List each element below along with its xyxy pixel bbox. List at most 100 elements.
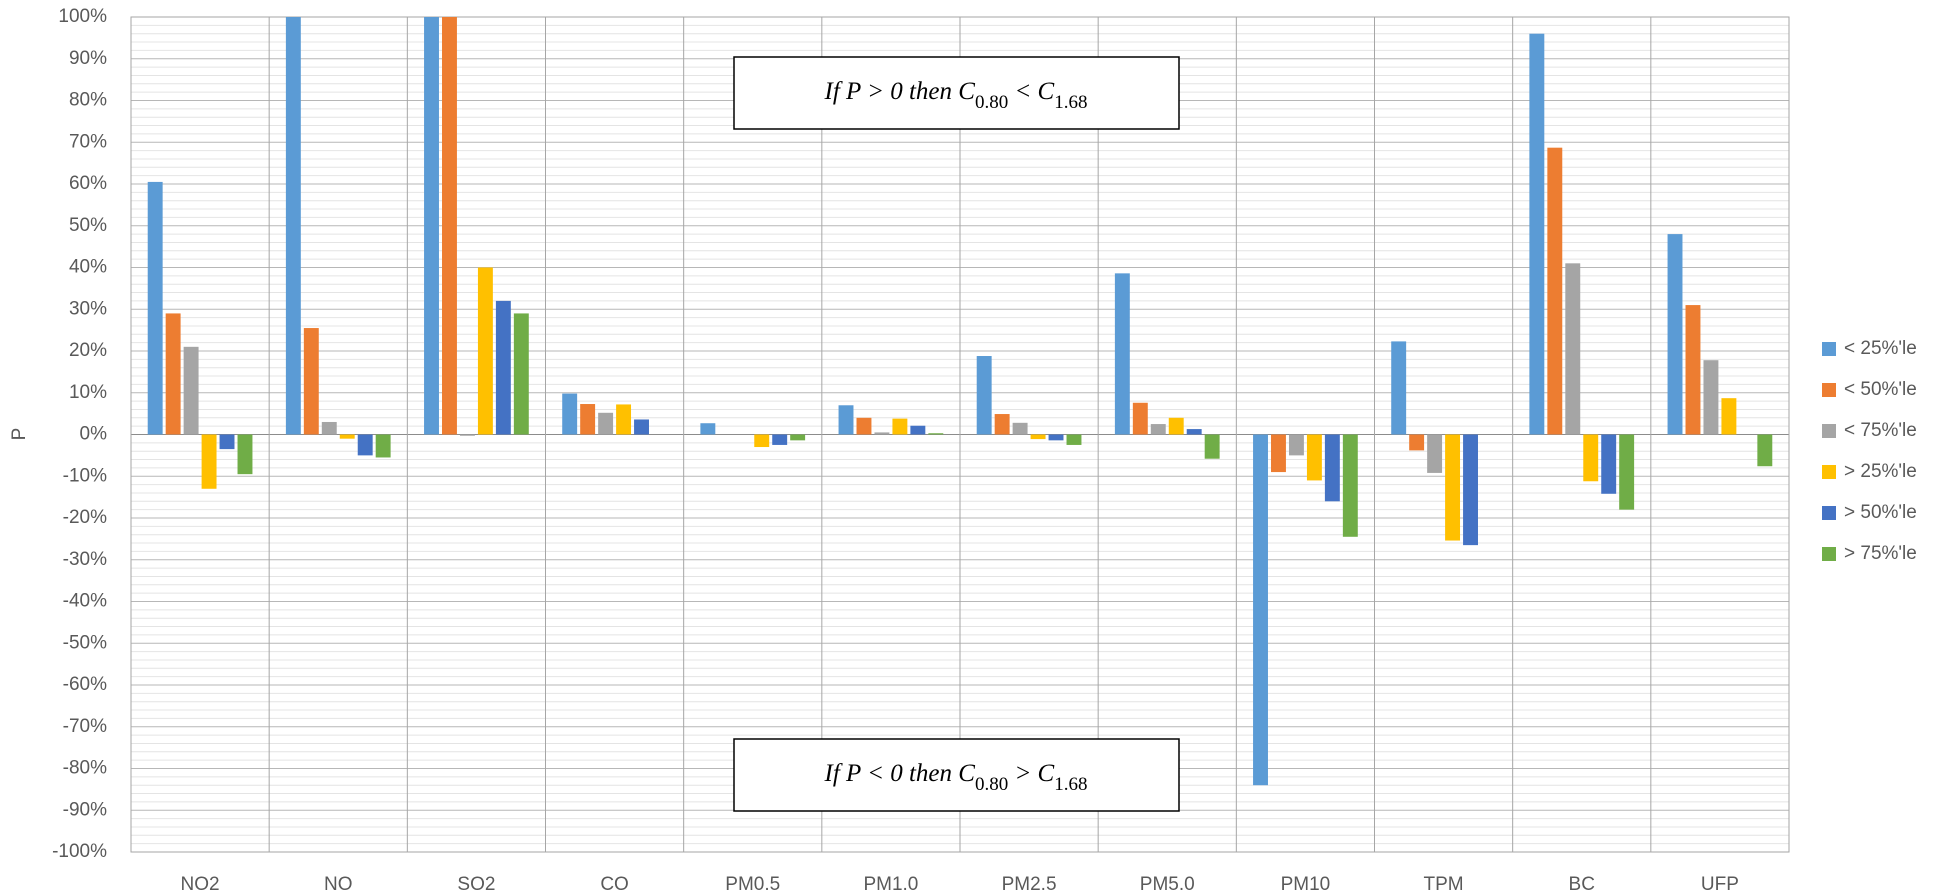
bar (1463, 434, 1478, 546)
bar (375, 434, 391, 458)
legend-label: > 50%'le (1844, 502, 1917, 523)
y-tick-label: -30% (63, 549, 107, 570)
x-tick-label: UFP (1701, 874, 1739, 893)
x-tick-label: PM10 (1281, 874, 1331, 893)
bar (442, 17, 457, 435)
legend-swatch (1822, 424, 1836, 438)
y-tick-label: 50% (69, 215, 107, 236)
bar (1150, 424, 1166, 435)
bar (495, 300, 511, 435)
bar (1685, 305, 1701, 435)
legend-swatch (1822, 506, 1836, 520)
bar (598, 412, 614, 435)
bar (1168, 417, 1184, 435)
bar (219, 434, 235, 450)
bar (1048, 434, 1064, 441)
x-tick-label: PM5.0 (1140, 874, 1195, 893)
y-tick-label: -90% (63, 799, 107, 820)
bar (1667, 234, 1683, 435)
y-tick-label: 40% (69, 257, 107, 278)
x-tick-label: CO (600, 874, 629, 893)
bar (1324, 434, 1340, 502)
y-tick-label: -40% (63, 591, 107, 612)
bar (1547, 147, 1563, 435)
y-tick-label: 80% (69, 90, 107, 111)
y-tick-label: -80% (63, 758, 107, 779)
bar (424, 17, 439, 435)
x-tick-label: TPM (1424, 874, 1464, 893)
bar (976, 356, 992, 435)
bar (1409, 434, 1425, 451)
legend-swatch (1822, 342, 1836, 356)
x-tick-label: BC (1569, 874, 1595, 893)
y-tick-label: -60% (63, 674, 107, 695)
bar (892, 418, 908, 435)
bar (357, 434, 373, 456)
bar (580, 404, 596, 435)
bar (754, 434, 770, 448)
bar (1601, 434, 1617, 494)
y-axis-label: P (9, 428, 30, 441)
bar (1132, 402, 1148, 435)
bar (1288, 434, 1304, 456)
bar (616, 404, 632, 435)
annotation: If P > 0 then C0.80 < C1.68 (824, 78, 1088, 113)
bar (856, 417, 872, 435)
y-tick-label: 100% (58, 6, 107, 27)
bar (910, 425, 926, 435)
bar (1204, 434, 1220, 459)
annotation-text: > C (1008, 760, 1054, 787)
annotation-subscript: 0.80 (975, 92, 1008, 113)
bar (165, 313, 181, 435)
bar (1066, 434, 1082, 445)
bar (1721, 398, 1737, 435)
y-tick-label: -70% (63, 716, 107, 737)
bar (1012, 422, 1028, 435)
bar (477, 267, 493, 435)
bar (339, 434, 355, 439)
bar (1391, 341, 1407, 435)
bar (634, 419, 649, 435)
bar (285, 17, 301, 435)
legend-label: < 50%'le (1844, 379, 1917, 400)
bar (994, 414, 1010, 435)
bar (513, 313, 529, 435)
annotation-text: < C (1008, 78, 1054, 105)
y-tick-label: -20% (63, 507, 107, 528)
annotation-box (733, 56, 1180, 130)
y-tick-label: 30% (69, 298, 107, 319)
bar (790, 434, 806, 441)
plot-frame (130, 16, 1790, 853)
bar (1529, 33, 1545, 435)
x-tick-label: SO2 (457, 874, 495, 893)
legend-swatch (1822, 547, 1836, 561)
annotation-subscript: 1.68 (1054, 92, 1087, 113)
annotation: If P < 0 then C0.80 > C1.68 (824, 760, 1088, 795)
bar (1619, 434, 1635, 510)
bar (147, 181, 163, 435)
bar (201, 434, 217, 489)
bar (772, 434, 788, 445)
bar (1703, 360, 1719, 435)
annotation-box (733, 738, 1180, 812)
bar (1253, 434, 1268, 786)
x-tick-label: PM0.5 (725, 874, 780, 893)
bar (1445, 434, 1461, 541)
bar (928, 433, 944, 435)
bar (1757, 434, 1773, 467)
bar (1271, 434, 1286, 473)
legend-swatch (1822, 383, 1836, 397)
legend-label: < 75%'le (1844, 420, 1917, 441)
legend-label: > 75%'le (1844, 543, 1917, 564)
legend-label: < 25%'le (1844, 338, 1917, 359)
bar (1306, 434, 1322, 481)
bar (321, 421, 337, 435)
bar (1565, 263, 1581, 435)
x-tick-label: PM2.5 (1002, 874, 1057, 893)
x-tick-label: NO2 (181, 874, 220, 893)
annotation-text: If P < 0 then C (824, 760, 976, 787)
y-tick-label: 90% (69, 48, 107, 69)
annotation-subscript: 0.80 (975, 774, 1008, 795)
